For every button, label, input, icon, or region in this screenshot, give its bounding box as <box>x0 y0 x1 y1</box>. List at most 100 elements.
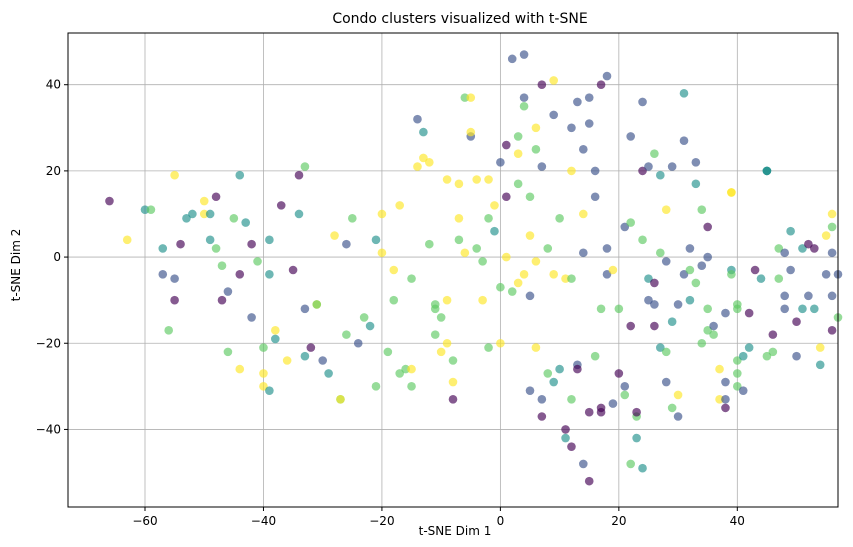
scatter-point <box>235 364 245 374</box>
scatter-point <box>407 382 416 391</box>
scatter-point <box>442 295 452 305</box>
scatter-point <box>584 407 594 417</box>
scatter-point <box>626 218 635 227</box>
scatter-point <box>359 313 369 322</box>
scatter-point <box>205 209 215 219</box>
scatter-point <box>395 369 404 378</box>
plot-frame <box>67 32 839 508</box>
scatter-point <box>413 162 422 171</box>
scatter-point <box>679 270 689 279</box>
scatter-point <box>484 175 493 184</box>
scatter-point <box>573 364 582 374</box>
scatter-point <box>703 222 712 232</box>
scatter-point <box>626 132 635 141</box>
scatter-point <box>460 248 470 258</box>
scatter-point <box>158 270 168 279</box>
scatter-point <box>543 244 553 253</box>
scatter-point <box>673 390 683 400</box>
scatter-point <box>223 287 233 296</box>
scatter-point <box>442 175 452 184</box>
scatter-point <box>448 377 458 387</box>
scatter-point <box>738 386 748 395</box>
scatter-point <box>679 136 689 146</box>
scatter-point <box>395 201 404 210</box>
scatter-point <box>644 162 653 171</box>
scatter-point <box>709 321 718 331</box>
scatter-point <box>762 166 772 176</box>
scatter-point <box>241 218 250 227</box>
scatter-point <box>738 351 748 361</box>
scatter-point <box>525 192 535 202</box>
scatter-point <box>685 244 695 253</box>
scatter-point <box>667 317 677 327</box>
scatter-point <box>590 192 600 202</box>
scatter-point <box>496 338 505 348</box>
scatter-point <box>567 123 576 133</box>
scatter-point <box>768 347 778 357</box>
scatter-point <box>454 179 464 189</box>
scatter-point <box>496 157 505 167</box>
x-tick-label: −20 <box>369 514 394 528</box>
x-tick-label: −40 <box>251 514 276 528</box>
scatter-point <box>650 300 659 309</box>
scatter-point <box>661 205 671 214</box>
x-axis-label: t-SNE Dim 1 <box>419 524 492 538</box>
scatter-point <box>543 369 553 378</box>
scatter-point <box>685 295 695 305</box>
scatter-point <box>792 317 801 327</box>
scatter-point <box>715 364 724 374</box>
scatter-point <box>567 394 576 404</box>
scatter-point <box>525 291 535 301</box>
scatter-point <box>744 308 754 318</box>
scatter-point <box>579 248 588 258</box>
scatter-point <box>626 321 635 331</box>
scatter-point <box>549 76 558 85</box>
scatter-point <box>827 222 837 232</box>
scatter-point <box>478 295 487 305</box>
scatter-point <box>442 338 452 348</box>
scatter-point <box>815 343 825 352</box>
scatter-point <box>579 145 588 154</box>
scatter-point <box>620 382 630 391</box>
x-tick-label: 0 <box>497 514 505 528</box>
scatter-point <box>733 382 742 391</box>
axis-ticks: −60 −40 −20 0 20 40 −40 −20 0 20 40 <box>36 78 745 528</box>
scatter-point <box>306 343 316 352</box>
scatter-point <box>513 149 523 158</box>
scatter-point <box>579 459 588 469</box>
scatter-point <box>342 239 351 249</box>
scatter-point <box>638 235 647 245</box>
scatter-point <box>454 235 464 245</box>
scatter-point <box>466 127 476 137</box>
scatter-point <box>721 377 730 387</box>
scatter-point <box>602 244 612 253</box>
scatter-point <box>632 433 641 443</box>
scatter-point <box>602 270 612 279</box>
scatter-point <box>579 209 588 219</box>
scatter-point <box>709 330 718 339</box>
scatter-point <box>590 166 600 176</box>
scatter-point <box>762 351 772 361</box>
scatter-point <box>804 291 813 301</box>
scatter-point <box>472 244 481 253</box>
scatter-point <box>205 235 215 245</box>
scatter-point <box>531 257 541 266</box>
scatter-point <box>656 343 665 352</box>
scatter-point <box>146 205 156 214</box>
scatter-point <box>300 304 310 314</box>
scatter-point <box>614 369 624 378</box>
x-tick-label: 20 <box>611 514 626 528</box>
scatter-point <box>679 89 689 98</box>
scatter-point <box>294 170 304 180</box>
scatter-point <box>490 226 499 236</box>
scatter-point <box>620 222 630 232</box>
scatter-point <box>632 407 641 417</box>
scatter-point <box>608 265 618 275</box>
scatter-point <box>780 304 789 314</box>
scatter-point <box>638 166 647 176</box>
scatter-point <box>407 364 416 374</box>
scatter-point <box>519 270 529 279</box>
scatter-point <box>656 248 665 258</box>
scatter-point <box>827 209 837 219</box>
scatter-point <box>229 213 239 223</box>
